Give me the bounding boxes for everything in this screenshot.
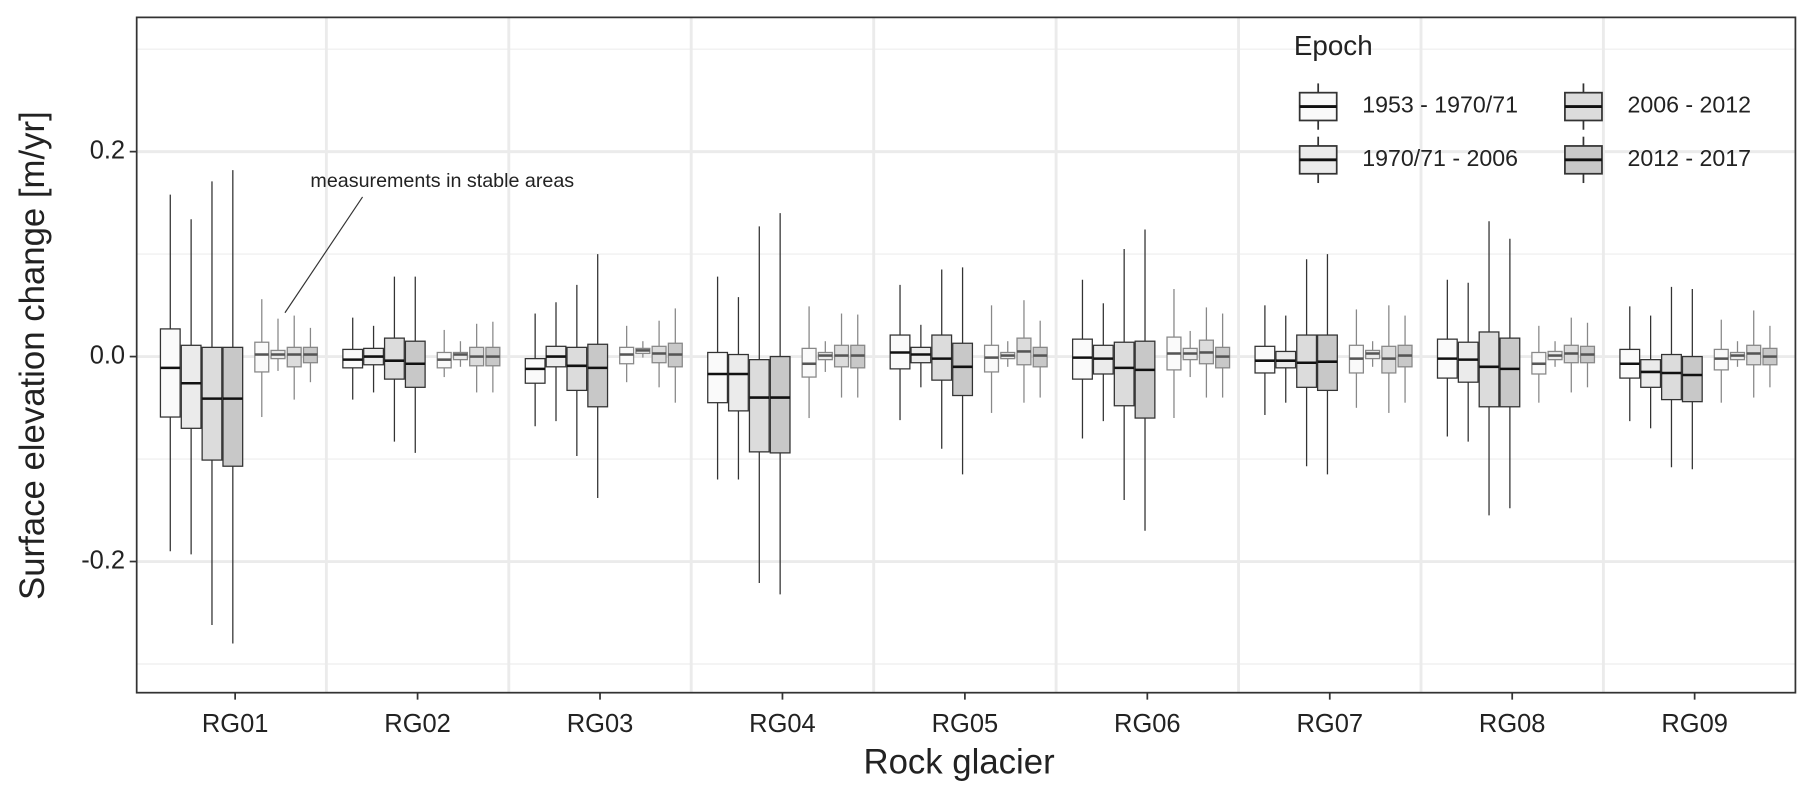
- box: [1296, 334, 1318, 388]
- box: [587, 343, 609, 408]
- box: [254, 341, 270, 373]
- box: [286, 346, 302, 368]
- box: [1032, 346, 1048, 368]
- box: [769, 355, 791, 454]
- box: [1134, 340, 1156, 419]
- legend-label: 2006 - 2012: [1627, 92, 1751, 118]
- box: [1478, 331, 1500, 408]
- box: [383, 337, 405, 380]
- box: [1113, 341, 1135, 407]
- box: [180, 344, 202, 429]
- box: [524, 357, 546, 384]
- x-axis-title: Rock glacier: [863, 744, 1054, 782]
- box: [1746, 344, 1762, 366]
- box: [201, 346, 223, 461]
- box: [1640, 359, 1662, 388]
- annotation: measurements in stable areas: [310, 170, 574, 192]
- box: [748, 359, 770, 453]
- y-axis-title: Surface elevation change [m/yr]: [14, 111, 52, 600]
- box: [159, 328, 181, 418]
- annotation-line: [284, 196, 364, 314]
- x-tick-label: RG09: [1661, 710, 1728, 738]
- x-tick-label: RG04: [749, 710, 816, 738]
- x-tick-label: RG01: [202, 710, 269, 738]
- y-tick-label: 0.0: [90, 341, 125, 369]
- box: [707, 351, 729, 404]
- box: [1499, 337, 1521, 408]
- box: [952, 342, 974, 397]
- x-tick-label: RG02: [384, 710, 451, 738]
- box: [452, 351, 469, 361]
- y-tick-label: 0.2: [90, 136, 125, 164]
- box: [727, 353, 749, 412]
- box: [1660, 353, 1682, 401]
- legend-label: 2012 - 2017: [1627, 145, 1751, 171]
- x-tick-label: RG07: [1296, 710, 1363, 738]
- box: [1071, 338, 1093, 380]
- legend-title: Epoch: [1294, 30, 1373, 61]
- x-tick-label: RG08: [1479, 710, 1546, 738]
- panel-border: [135, 16, 1797, 694]
- box: [566, 346, 588, 392]
- y-tick-label: -0.2: [81, 546, 125, 574]
- box: [222, 346, 244, 467]
- box: [1457, 341, 1479, 383]
- legend-label: 1953 - 1970/71: [1362, 92, 1518, 118]
- x-tick-label: RG06: [1114, 710, 1181, 738]
- x-tick-label: RG05: [932, 710, 999, 738]
- x-tick-label: RG03: [567, 710, 634, 738]
- legend-label: 1970/71 - 2006: [1362, 145, 1518, 171]
- box: [1681, 355, 1703, 403]
